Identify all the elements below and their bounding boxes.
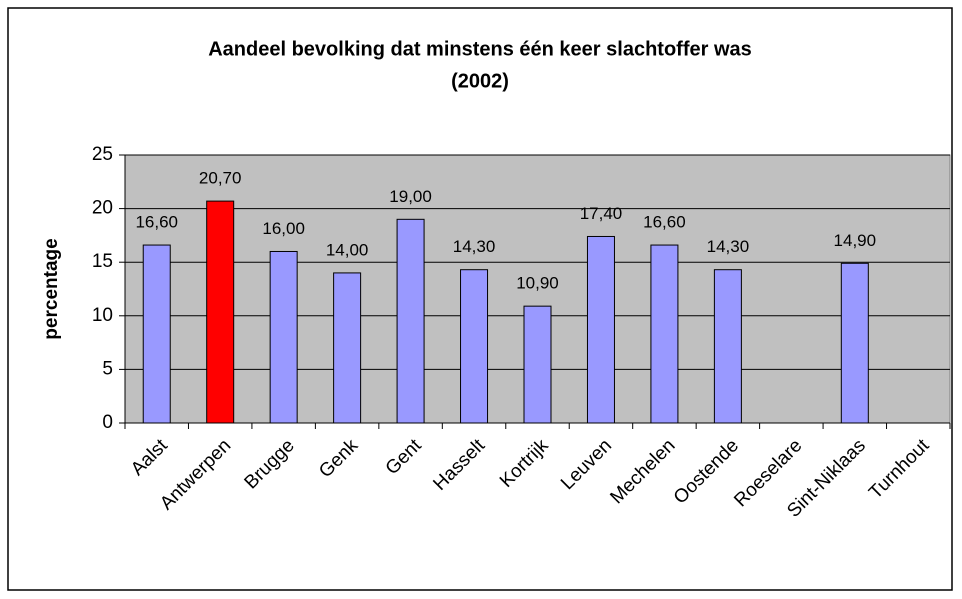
bar <box>142 244 171 424</box>
value-label: 14,30 <box>707 237 750 256</box>
bar <box>713 269 742 424</box>
value-label: 20,70 <box>199 169 242 188</box>
value-label: 14,00 <box>326 240 369 259</box>
bar <box>523 305 552 424</box>
bar <box>840 262 869 424</box>
value-label: 19,00 <box>389 187 432 206</box>
value-label: 14,30 <box>453 237 496 256</box>
value-label: 16,00 <box>262 219 305 238</box>
y-tick-label: 10 <box>92 305 113 326</box>
y-tick-label: 15 <box>92 251 113 272</box>
y-tick-label: 20 <box>92 198 113 219</box>
value-label: 16,60 <box>135 213 178 232</box>
bar <box>333 272 362 424</box>
value-label: 10,90 <box>516 274 559 293</box>
value-label: 16,60 <box>643 213 686 232</box>
value-label: 17,40 <box>580 204 623 223</box>
bar <box>460 269 489 424</box>
chart-title: (2002) <box>451 70 509 92</box>
y-tick-label: 0 <box>102 412 113 433</box>
bar <box>269 250 298 424</box>
y-axis-label: percentage <box>41 238 62 339</box>
bar <box>396 218 425 424</box>
chart-title: Aandeel bevolking dat minstens één keer … <box>208 38 752 60</box>
y-tick-label: 25 <box>92 144 113 165</box>
bar <box>206 200 235 424</box>
y-tick-label: 5 <box>102 358 113 379</box>
bar <box>586 235 615 424</box>
value-label: 14,90 <box>834 231 877 250</box>
bar <box>650 244 679 424</box>
